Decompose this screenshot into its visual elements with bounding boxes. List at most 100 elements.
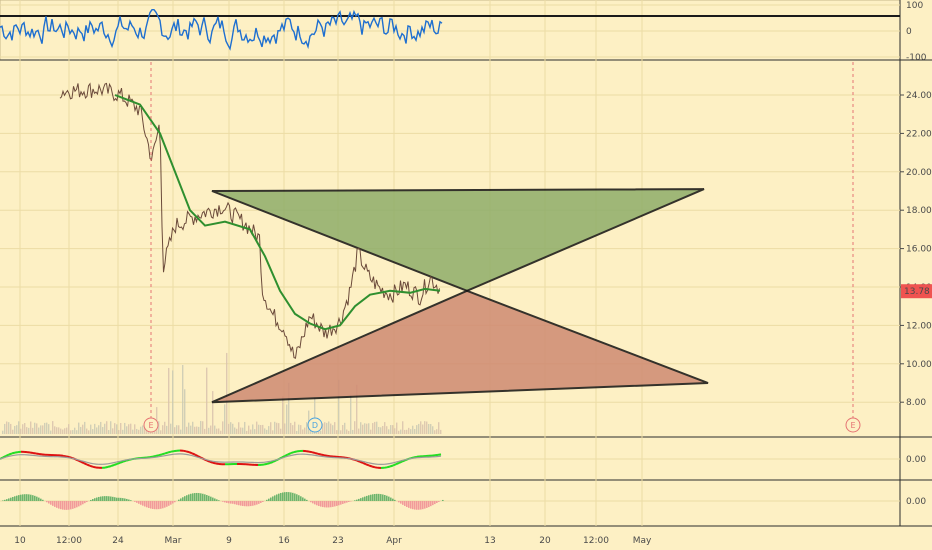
histogram-bar (136, 501, 138, 503)
histogram-bar (50, 501, 52, 505)
histogram-bar (180, 498, 182, 501)
volume-bar (432, 426, 434, 434)
volume-bar (322, 423, 324, 434)
osc-signal-segment (68, 457, 73, 459)
osc-segment (116, 461, 121, 465)
histogram-bar (54, 501, 56, 507)
volume-bar (430, 424, 432, 434)
osc-signal-segment (284, 455, 289, 458)
histogram-bar (234, 501, 236, 505)
histogram-bar (138, 501, 140, 504)
histogram-bar (282, 492, 284, 501)
histogram-bar (380, 494, 382, 501)
volume-bar (22, 424, 24, 434)
volume-bar (70, 430, 72, 434)
osc-segment (62, 454, 67, 458)
volume-bar (334, 422, 336, 434)
histogram-bar (386, 495, 388, 501)
histogram-bar (12, 496, 14, 501)
histogram-bar (164, 501, 166, 508)
osc-segment (392, 463, 397, 467)
volume-bar (164, 421, 166, 434)
volume-bar (354, 421, 356, 434)
histogram-bar (14, 496, 16, 501)
histogram-bar (318, 501, 320, 507)
price-tick-label: 12.00 (906, 321, 932, 331)
histogram-bar (78, 501, 80, 507)
histogram-bar (134, 501, 136, 502)
osc-segment (11, 451, 16, 455)
osc-segment (293, 450, 298, 454)
volume-bar (246, 430, 248, 434)
volume-bar (12, 429, 14, 434)
volume-bar (428, 423, 430, 434)
histogram-bar (60, 501, 62, 510)
histogram-bar (354, 500, 356, 501)
osc-segment (113, 462, 118, 466)
volume-bar (62, 429, 64, 434)
histogram-bar (272, 496, 274, 501)
price-tick-label: 10.00 (906, 360, 932, 370)
histogram-bar (334, 501, 336, 507)
histogram-bar (212, 497, 214, 501)
moving-average (114, 94, 441, 331)
volume-bar (346, 429, 348, 434)
volume-bar (176, 425, 178, 434)
osc-signal-segment (167, 454, 172, 456)
histogram-bar (222, 501, 224, 502)
histogram-bar (344, 501, 346, 504)
volume-bar (278, 423, 280, 434)
histogram-bar (304, 498, 306, 501)
osc-signal-segment (281, 456, 286, 459)
osc-segment (155, 454, 160, 457)
histogram-bar (210, 496, 212, 501)
histogram-bar (58, 501, 60, 509)
histogram-bar (418, 501, 420, 510)
price-tick-label: 22.00 (906, 129, 932, 139)
top-panel-tick-label: -100 (906, 53, 927, 63)
histogram-bar (194, 493, 196, 501)
volume-bar (2, 430, 4, 434)
green-triangle-drawing[interactable] (211, 188, 705, 292)
osc-segment (80, 460, 85, 465)
histogram-bar (364, 496, 366, 501)
osc-segment (215, 462, 220, 465)
osc-segment (110, 464, 115, 468)
histogram-bar (274, 495, 276, 501)
histogram-bar (342, 501, 344, 504)
histogram-bar (340, 501, 342, 505)
red-triangle-drawing[interactable] (211, 289, 709, 404)
histogram-bar (226, 501, 228, 503)
osc-signal-segment (356, 459, 361, 462)
histogram-bar (432, 501, 434, 506)
price-tick-label: 18.00 (906, 206, 932, 216)
volume-bar (328, 421, 330, 434)
volume-bar (140, 426, 142, 434)
histogram-bar (306, 499, 308, 501)
volume-bar (66, 427, 68, 434)
histogram-bar (258, 501, 260, 504)
oscillator-panel (0, 449, 442, 469)
osc-segment (272, 459, 277, 463)
dividend-marker[interactable] (307, 417, 323, 433)
volume-bar (52, 421, 54, 434)
osc-segment (383, 466, 388, 469)
drawing-layer[interactable] (211, 188, 709, 404)
histogram-bar (428, 501, 430, 508)
volume-bar (288, 382, 290, 434)
histogram-bar (230, 501, 232, 504)
histogram-bar (26, 494, 28, 501)
earnings-marker[interactable] (845, 417, 861, 433)
osc-signal-segment (407, 457, 412, 460)
osc-signal-segment (353, 458, 358, 461)
osc-signal-segment (83, 460, 88, 463)
osc-signal-segment (395, 460, 400, 463)
earnings-marker[interactable] (143, 417, 159, 433)
volume-bar (406, 429, 408, 434)
volume-bar (270, 422, 272, 434)
histogram-bar (166, 501, 168, 507)
volume-bar (436, 429, 438, 434)
